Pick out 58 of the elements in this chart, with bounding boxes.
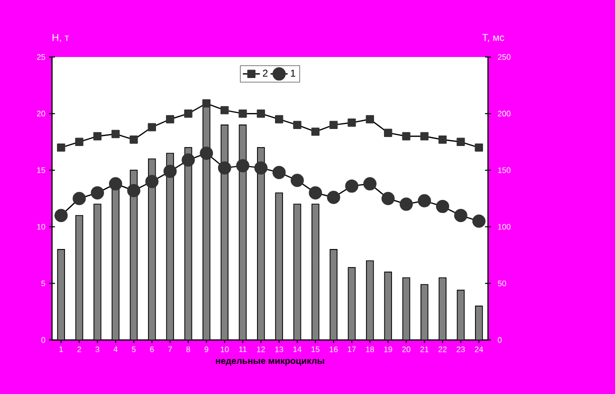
legend-label: 2	[262, 70, 268, 77]
point	[366, 115, 374, 124]
x-axis-title: недельные микроциклы	[216, 358, 324, 366]
point	[220, 106, 229, 114]
point	[402, 132, 410, 140]
point	[148, 123, 156, 132]
point	[384, 128, 392, 137]
point	[290, 174, 304, 187]
point	[145, 174, 159, 188]
point	[454, 208, 468, 222]
point	[254, 161, 268, 175]
point	[456, 138, 465, 146]
point	[127, 184, 140, 198]
point	[108, 177, 122, 190]
point	[329, 120, 338, 130]
point	[90, 186, 104, 200]
point	[274, 115, 284, 124]
bar	[75, 215, 84, 340]
point	[238, 110, 247, 118]
point	[363, 177, 377, 190]
point	[236, 159, 250, 172]
bar	[293, 204, 302, 340]
point	[436, 200, 450, 214]
point	[418, 194, 432, 208]
bar	[348, 267, 356, 340]
point	[111, 130, 120, 138]
point	[256, 110, 266, 118]
point	[272, 166, 286, 180]
point	[308, 186, 322, 200]
point	[93, 132, 102, 140]
legend-label: 1	[290, 70, 296, 77]
point	[345, 179, 358, 193]
point	[348, 118, 356, 127]
y-axis-title: Н, т	[52, 34, 69, 42]
point	[472, 214, 486, 228]
point	[72, 192, 86, 206]
point	[474, 143, 484, 152]
point	[56, 143, 66, 152]
point	[184, 110, 192, 118]
point	[75, 138, 84, 146]
point	[166, 115, 174, 124]
point	[54, 208, 68, 222]
point	[218, 161, 232, 175]
point	[381, 192, 395, 206]
bar	[456, 290, 465, 340]
point	[438, 136, 447, 144]
y2-axis-title: Т, мс	[482, 34, 504, 42]
point	[200, 146, 214, 160]
point	[400, 198, 413, 211]
point	[311, 128, 320, 136]
point	[326, 190, 340, 204]
point	[182, 153, 195, 167]
point	[163, 164, 177, 178]
point	[420, 132, 429, 140]
point	[130, 136, 138, 144]
bar	[402, 277, 410, 340]
point	[293, 120, 302, 130]
point	[202, 99, 211, 108]
